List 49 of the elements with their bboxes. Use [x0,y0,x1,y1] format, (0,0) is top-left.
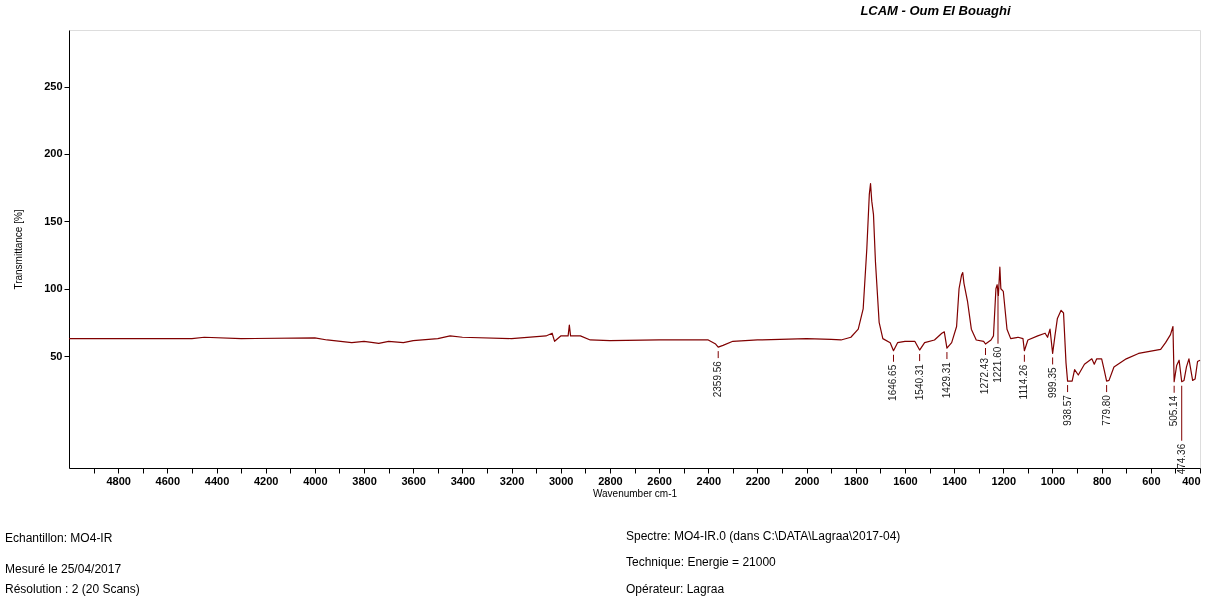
annotation: 1646.65 [887,364,899,401]
x-tick-label: 400 [1182,474,1201,487]
x-tick-label: 4400 [204,474,230,487]
annotation: 938.57 [1061,394,1073,426]
annotation: 779.80 [1100,394,1112,426]
annotation: 1114.26 [1018,364,1030,400]
y-tick-label: 50 [50,349,63,362]
x-tick-label: 1800 [844,474,869,487]
text: Opérateur: Lagraa [626,582,725,596]
x-axis-title: Wavenumber cm-1 [592,487,678,499]
annotation: 999.35 [1046,367,1058,399]
y-axis-title: Transmittance [%] [13,209,25,290]
y-tick-label: 100 [44,282,63,295]
annotation: 2359.56 [712,360,724,398]
x-tick-label: 3800 [352,474,377,487]
x-tick-label: 1000 [1040,474,1066,487]
x-tick-label: 600 [1142,474,1161,487]
x-tick-label: 2200 [745,474,771,487]
text: Technique: Energie = 21000 [626,555,777,569]
y-tick-label: 200 [44,147,63,160]
y-tick-label: 250 [44,80,63,93]
text: Spectre: MO4-IR.0 (dans C:\DATA\Lagraa\2017-04) [626,529,901,543]
annotation: 1221.60 [991,346,1003,383]
x-tick-label: 2600 [647,474,672,487]
y-tick-label: 150 [44,214,63,227]
x-tick-label: 3600 [401,474,426,487]
x-tick-label: 1400 [942,474,967,487]
x-tick-label: 3000 [549,474,574,487]
x-tick-label: 3200 [499,474,525,487]
x-tick-label: 1600 [893,474,918,487]
x-tick-label: 4600 [155,474,181,487]
annotation: 1272.43 [979,357,991,395]
chart-title: LCAM - Oum El Bouaghi [860,3,1011,18]
text: Mesuré le 25/04/2017 [5,562,122,576]
annotation: 1540.31 [913,363,925,401]
x-tick-label: 800 [1092,474,1112,487]
x-tick-label: 4200 [253,474,279,487]
x-tick-label: 4000 [303,474,328,487]
x-tick-label: 2000 [794,474,820,487]
text: Echantillon: MO4-IR [5,531,113,545]
x-tick-label: 1200 [991,474,1017,487]
x-tick-label: 4800 [106,474,131,487]
annotation: 1429.31 [940,361,952,399]
x-tick-label: 3400 [450,474,476,487]
x-tick-label: 2800 [598,474,623,487]
annotation: 474.36 [1175,443,1187,475]
text: Résolution : 2 (20 Scans) [5,582,140,596]
annotation: 505.14 [1168,395,1180,427]
x-tick-label: 2400 [696,474,721,487]
